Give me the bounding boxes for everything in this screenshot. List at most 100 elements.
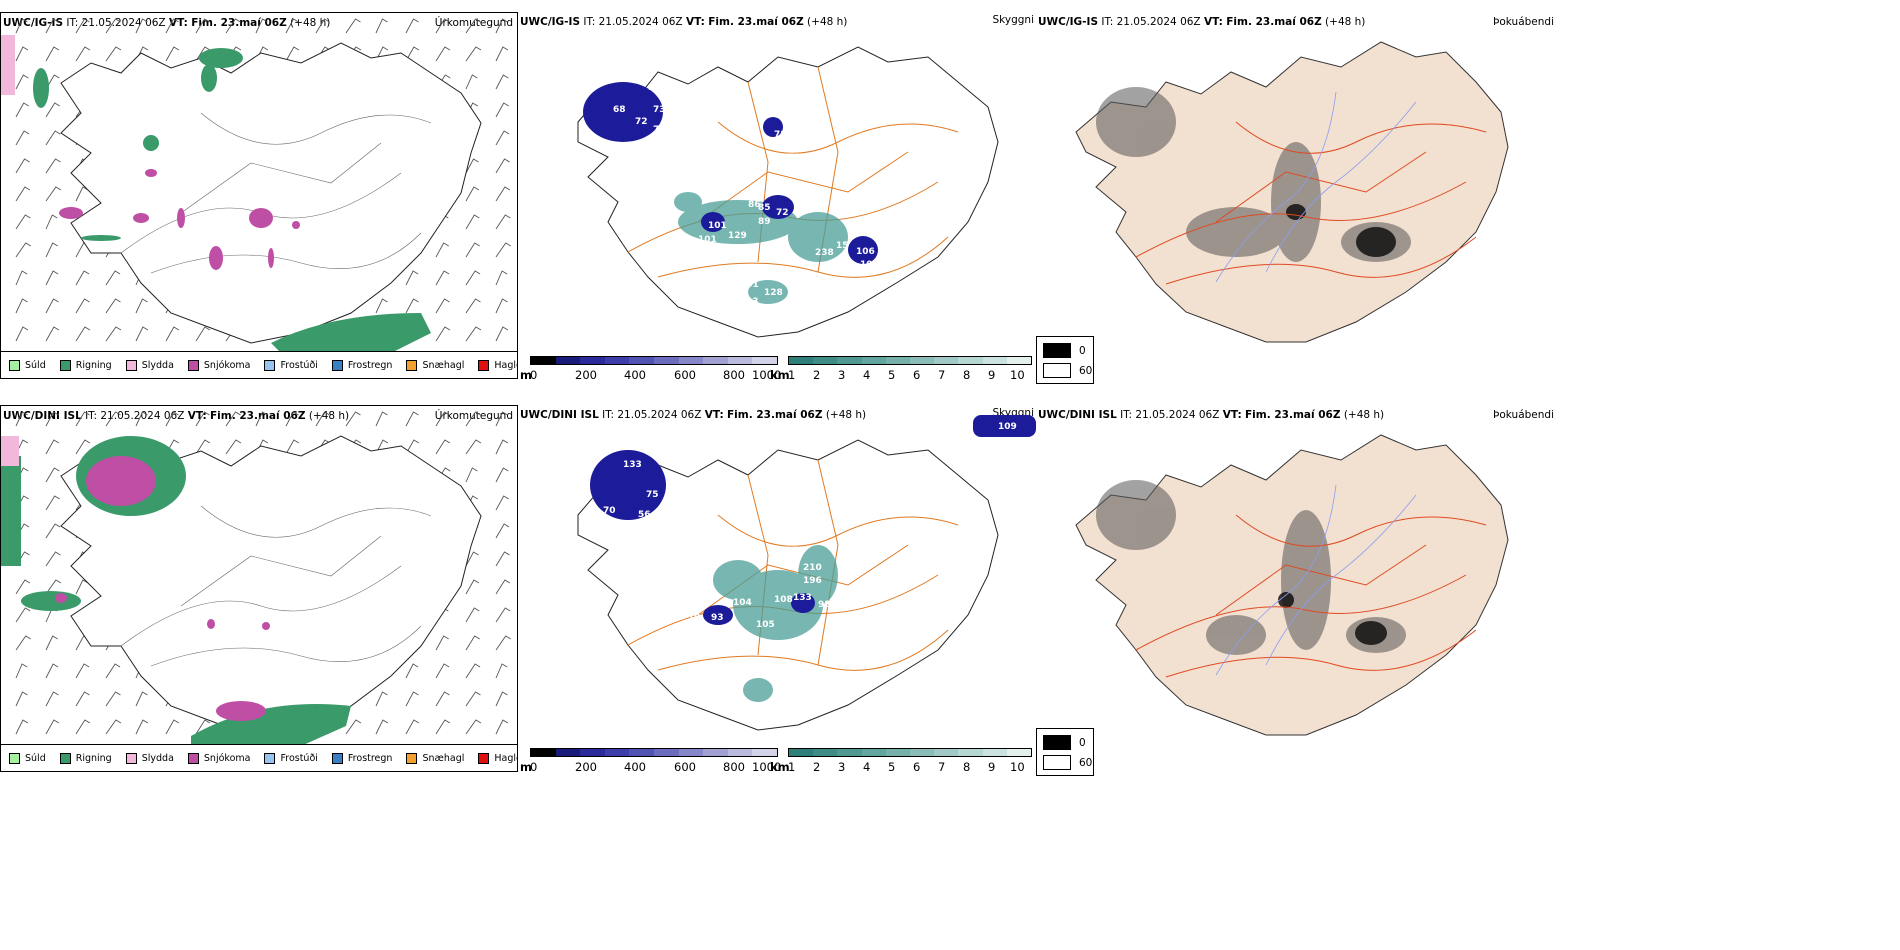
wind-barb — [15, 298, 28, 314]
wind-barb — [495, 46, 509, 62]
visibility-panel-row2: UWC/DINI ISL IT: 21.05.2024 06Z VT: Fim.… — [518, 405, 1036, 775]
wind-barb — [435, 439, 451, 455]
wind-barb — [105, 691, 121, 707]
wind-barb — [465, 439, 482, 455]
vis-label: 93 — [711, 613, 724, 623]
vis-label: 100 — [668, 181, 687, 191]
wind-barb — [75, 439, 91, 455]
wind-barb — [45, 270, 59, 286]
wind-barb — [495, 635, 511, 651]
vis-label: 238 — [815, 248, 834, 258]
wind-barb — [195, 326, 211, 342]
vis-label: 60 — [558, 187, 571, 197]
wind-barb — [495, 158, 510, 174]
ceiling-colorbar-row2: m 0 200 400 600 800 1000 — [520, 748, 781, 782]
precip-type-panel-row1: UWC/IG-IS IT: 21.05.2024 06Z VT: Fim. 23… — [0, 12, 518, 379]
wind-barb — [135, 719, 149, 735]
wind-barb — [405, 411, 419, 427]
wind-barb — [495, 102, 509, 118]
vis-label: 133 — [793, 593, 812, 603]
wind-barb — [495, 691, 508, 707]
wind-barb — [435, 691, 450, 707]
vis-bar-swatches — [788, 356, 1032, 365]
wind-barb — [45, 579, 62, 595]
wind-barb — [435, 298, 450, 314]
wind-barb — [135, 18, 148, 34]
fog-header-row1: UWC/IG-IS IT: 21.05.2024 06Z VT: Fim. 23… — [1038, 16, 1366, 28]
wind-barb — [465, 74, 478, 90]
ceiling-bar-swatches — [530, 356, 778, 365]
wind-barb — [465, 242, 480, 258]
wind-barb — [75, 270, 90, 286]
wind-barb — [405, 439, 420, 455]
it-label: IT: — [66, 17, 79, 29]
vis-label: 108 — [774, 595, 793, 605]
wind-barb — [45, 439, 60, 455]
wind-barb — [15, 326, 29, 342]
wind-barb — [435, 635, 449, 651]
wind-barb — [435, 242, 449, 258]
legend-item: Snjókoma — [187, 359, 250, 371]
wind-barb — [375, 719, 389, 735]
vis-label: 105 — [756, 620, 775, 630]
wind-barb — [195, 18, 210, 34]
ceiling-colorbar-row1: m 0 200 400 600 800 1000 — [520, 356, 781, 390]
wind-barb — [15, 635, 31, 651]
wind-barb — [75, 719, 91, 735]
vis-label: 109 — [998, 422, 1017, 432]
vis-label: 53 — [758, 703, 771, 713]
legend-item: Rigning — [59, 359, 112, 371]
wind-barb — [255, 18, 268, 34]
wind-barb — [495, 74, 509, 90]
wind-barb — [465, 579, 480, 595]
wind-barb — [165, 326, 180, 342]
wind-barb — [495, 298, 508, 314]
wind-barb — [135, 691, 148, 707]
legend-item: Súld — [9, 359, 46, 371]
wind-barb — [285, 411, 299, 427]
wind-barb — [465, 607, 480, 623]
wind-barb — [105, 18, 121, 34]
wind-barb — [495, 214, 511, 230]
wind-barb — [495, 18, 508, 34]
vis-label: 101 — [708, 221, 727, 231]
wind-barb — [105, 719, 122, 735]
vis-label: 98 — [818, 600, 831, 610]
wind-barb — [15, 607, 31, 623]
wind-barb — [435, 18, 450, 34]
legend-item: Slydda — [125, 359, 174, 371]
vis-label: 22 — [546, 193, 559, 203]
sleet-areas — [1, 35, 15, 95]
wind-barb — [195, 411, 210, 427]
legend-item: Slydda — [125, 752, 174, 764]
wind-barb — [15, 270, 28, 286]
vis-label: 32 — [770, 528, 783, 538]
vis-label: 196 — [803, 576, 822, 586]
wind-barb — [75, 18, 90, 34]
wind-barb — [495, 719, 509, 735]
fog-map — [1075, 41, 1509, 343]
wind-barb — [495, 242, 511, 258]
wind-barb — [75, 411, 90, 427]
wind-barb — [75, 691, 90, 707]
wind-barb — [45, 467, 60, 483]
wind-barb — [375, 298, 388, 314]
wind-barb — [465, 214, 480, 230]
wind-barb — [15, 102, 29, 118]
vis-label: 76 — [653, 125, 666, 135]
visibility-colorbar-row2: km 1 2 3 4 5 6 7 8 9 10 — [770, 748, 1032, 782]
wind-barb — [195, 719, 211, 735]
wind-barb — [345, 719, 362, 735]
wind-barb — [465, 719, 482, 735]
visibility-map: 109 133 104 75 70 56 104 32 151 210 196 … — [546, 415, 1036, 731]
vis-label: 128 — [746, 315, 765, 325]
vis-label: 92 — [648, 83, 661, 93]
wind-barb — [465, 551, 479, 567]
wind-barb — [15, 691, 28, 707]
wind-barb — [435, 719, 451, 735]
vis-label: 101 — [698, 235, 717, 245]
visibility-panel-row1: UWC/IG-IS IT: 21.05.2024 06Z VT: Fim. 23… — [518, 12, 1036, 382]
vis-label: 129 — [728, 231, 747, 241]
vis-label: 106 — [856, 247, 875, 257]
wind-barb — [105, 298, 121, 314]
